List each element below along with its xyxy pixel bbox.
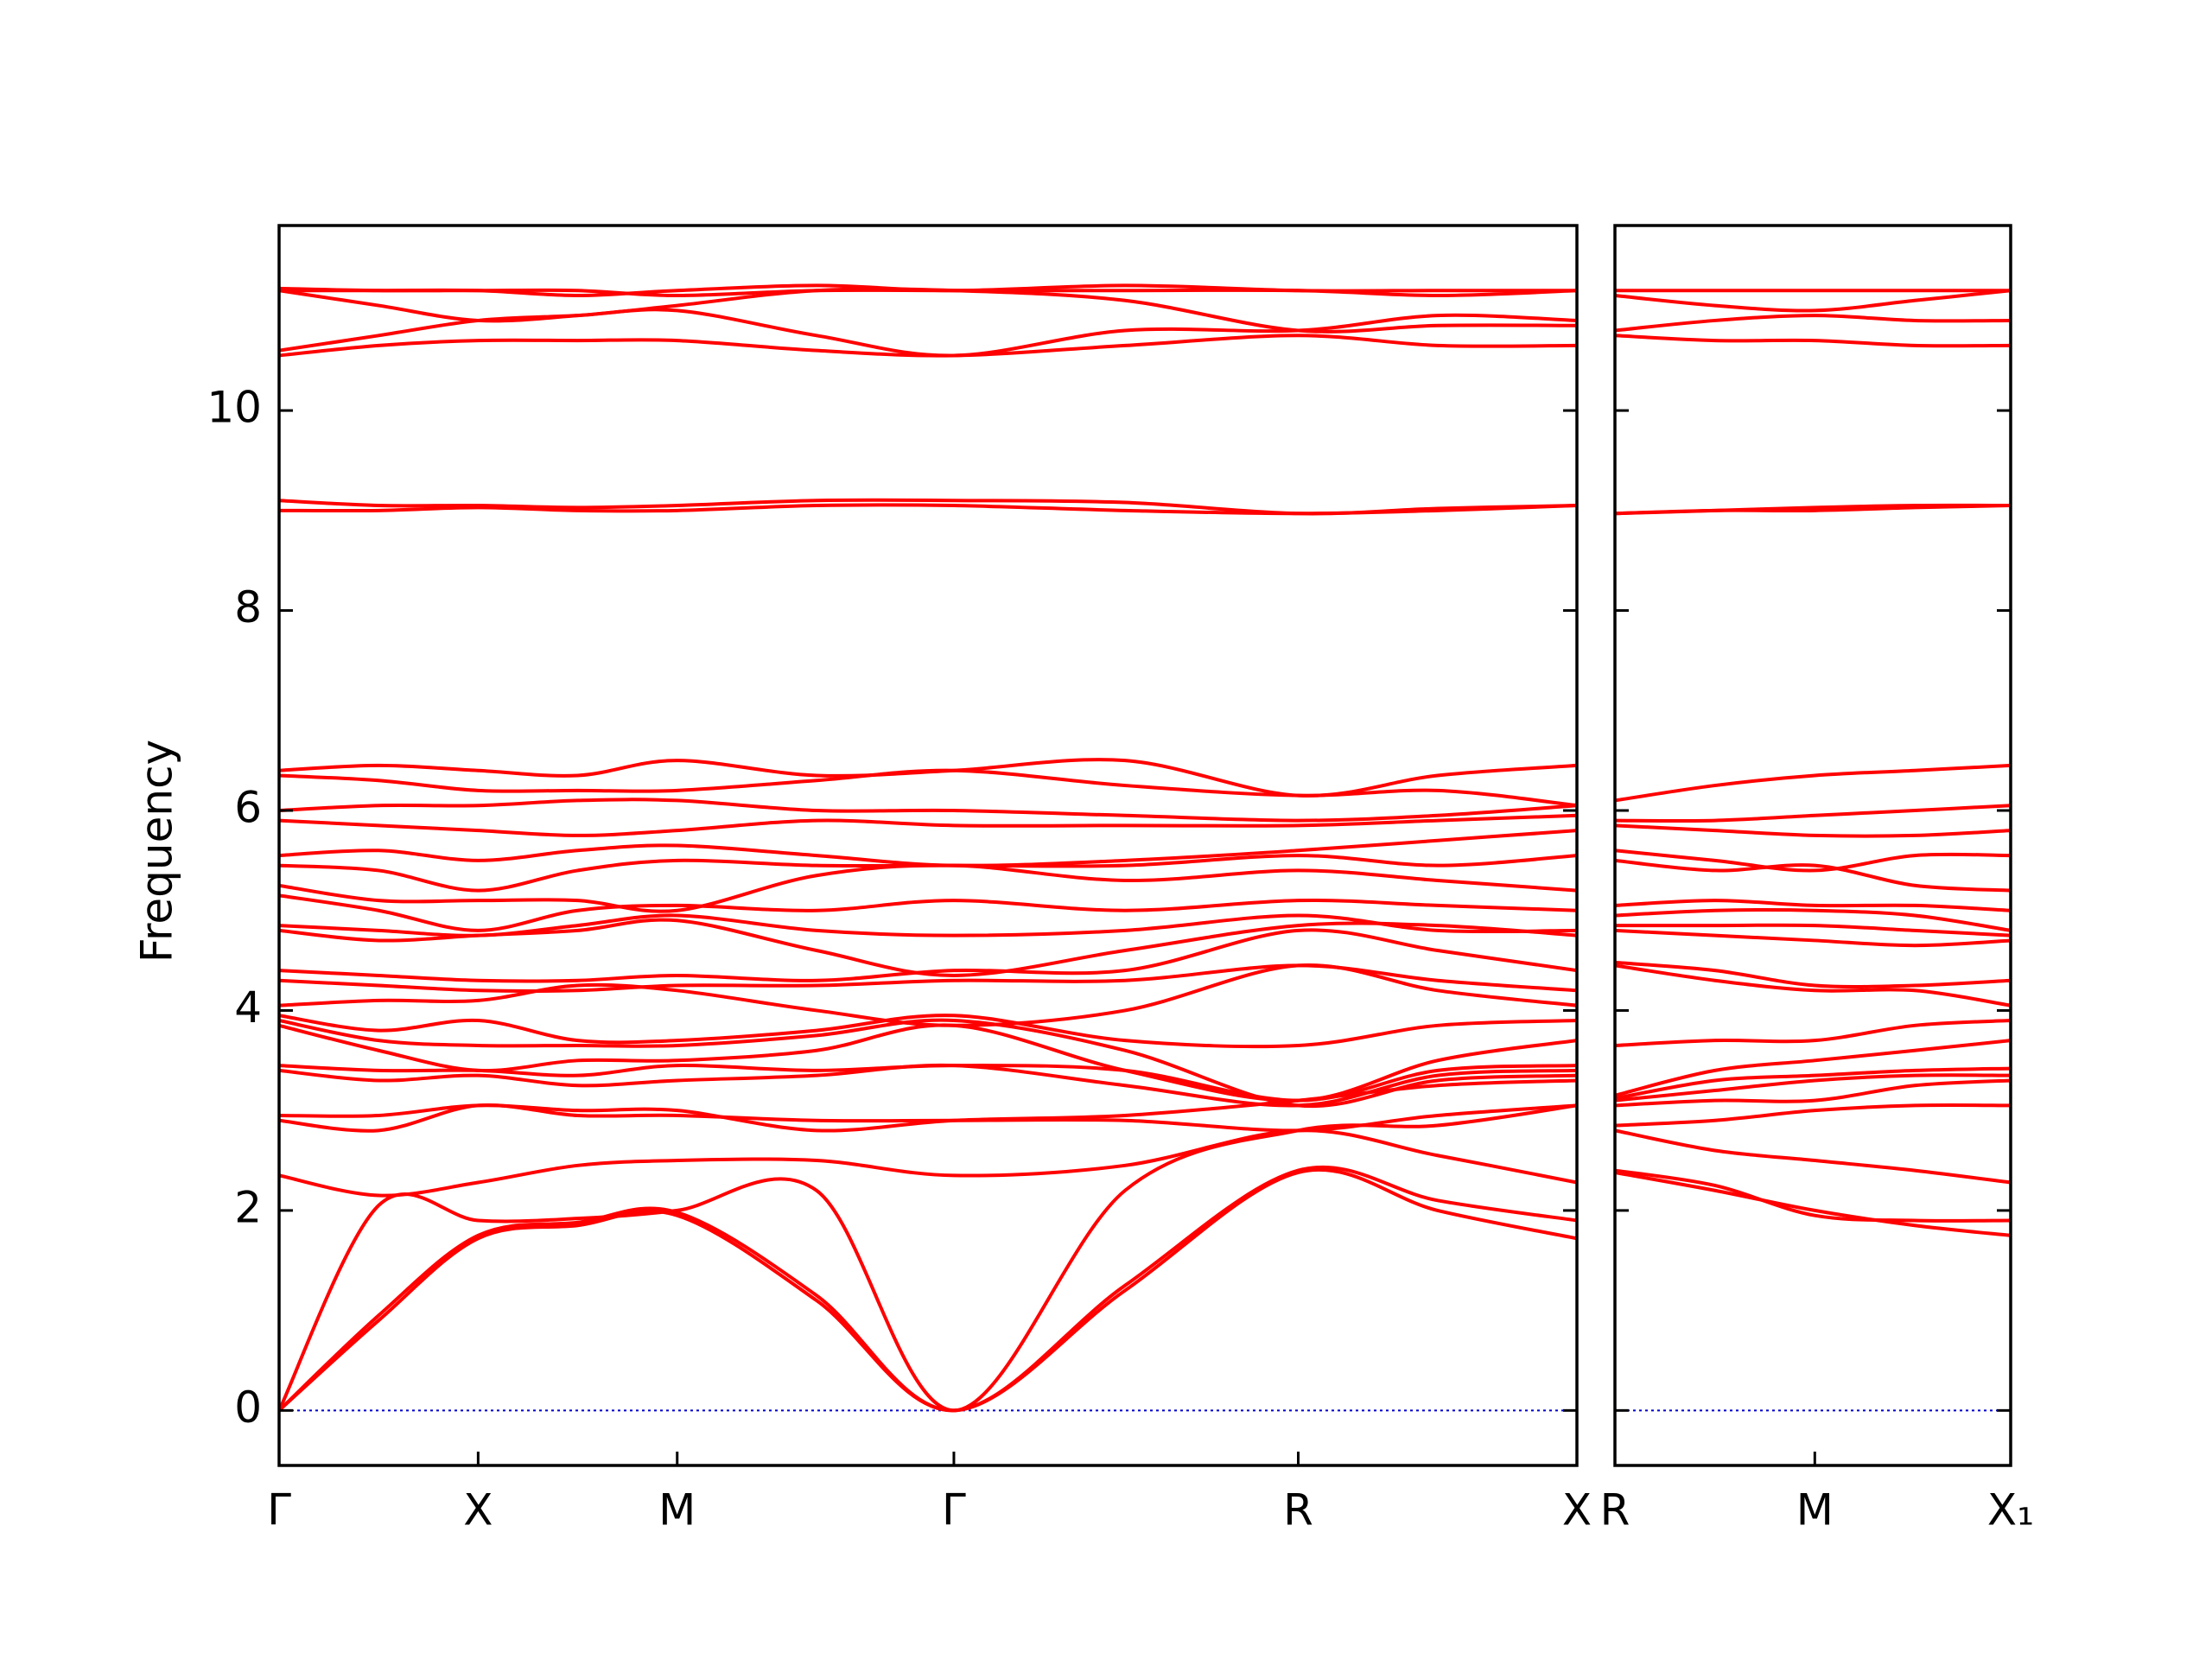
band-line xyxy=(1615,289,2011,313)
x-tick-label: X₁ xyxy=(1987,1485,2034,1535)
band-line xyxy=(279,286,1577,298)
x-tick-label: Γ xyxy=(267,1485,291,1535)
band-line xyxy=(279,854,1577,893)
y-tick-label: 10 xyxy=(207,383,262,433)
band-line xyxy=(279,334,1577,358)
band-line xyxy=(1615,923,2011,938)
band-line xyxy=(1615,1073,2011,1103)
y-tick-label: 6 xyxy=(234,782,262,832)
x-tick-label: M xyxy=(658,1485,696,1535)
band-line xyxy=(279,498,1577,516)
axes-frame xyxy=(277,224,1579,1467)
y-tick-label: 0 xyxy=(234,1382,262,1433)
band-line xyxy=(279,813,1577,837)
plot-area xyxy=(279,283,1577,1413)
band-line xyxy=(1615,1039,2011,1097)
band-line xyxy=(1615,858,2011,893)
x-tick-label: X xyxy=(1562,1485,1592,1535)
band-line xyxy=(1615,963,2011,1007)
band-line xyxy=(1615,314,2011,333)
band-line xyxy=(279,963,1577,994)
band-line xyxy=(279,1063,1577,1108)
x-tick-label: M xyxy=(1796,1485,1834,1535)
band-line xyxy=(279,1014,1577,1049)
band-line xyxy=(1615,1019,2011,1047)
y-tick-label: 8 xyxy=(234,582,262,632)
y-tick-label: 2 xyxy=(234,1182,262,1232)
x-tick-label: R xyxy=(1600,1485,1630,1535)
band-line xyxy=(1615,928,2011,948)
band-line xyxy=(1615,1103,2011,1128)
band-line xyxy=(279,913,1577,938)
band-line xyxy=(279,893,1577,932)
band-line xyxy=(1615,1066,2011,1101)
band-line xyxy=(1615,334,2011,348)
axes-frame xyxy=(1613,224,2012,1467)
band-line xyxy=(279,1167,1577,1413)
band-line xyxy=(279,758,1577,798)
band-line xyxy=(279,1128,1577,1198)
plot-area xyxy=(1615,289,2011,1412)
band-line xyxy=(1615,804,2011,823)
band-line xyxy=(1615,908,2011,932)
band-line xyxy=(1615,823,2011,838)
band-line xyxy=(279,1103,1577,1413)
band-line xyxy=(279,928,1577,983)
band-line xyxy=(279,829,1577,868)
band-line xyxy=(279,1018,1577,1109)
band-line xyxy=(1615,763,2011,803)
band-line xyxy=(1615,1170,2011,1237)
band-line xyxy=(1615,960,2011,989)
band-line xyxy=(1615,503,2011,516)
band-line xyxy=(279,1023,1577,1103)
band-line xyxy=(1615,849,2011,873)
x-tick-label: X xyxy=(463,1485,493,1535)
band-line xyxy=(1615,899,2011,912)
band-line xyxy=(1615,1168,2011,1223)
band-line xyxy=(279,1165,1577,1413)
band-line xyxy=(279,798,1577,823)
band-line xyxy=(1615,1128,2011,1185)
band-line xyxy=(279,863,1577,913)
x-tick-label: R xyxy=(1283,1485,1313,1535)
band-line xyxy=(1615,1078,2011,1108)
y-axis-label: Frequency xyxy=(132,740,182,963)
x-tick-label: Γ xyxy=(942,1485,966,1535)
y-tick-label: 4 xyxy=(234,982,262,1033)
